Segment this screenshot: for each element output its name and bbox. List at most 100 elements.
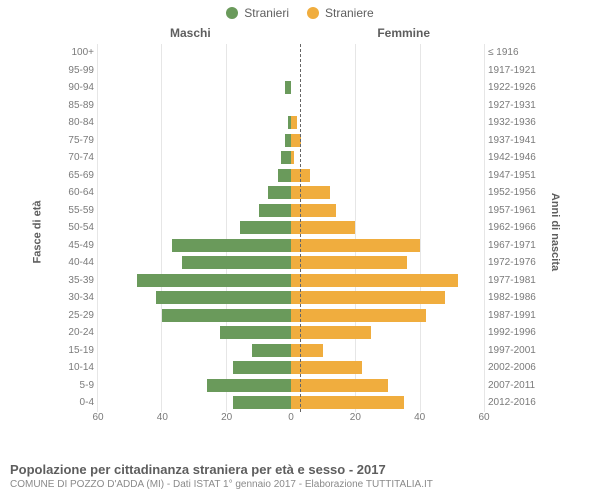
bar-half-female <box>291 239 484 252</box>
chart-footer: Popolazione per cittadinanza straniera p… <box>10 462 433 490</box>
birth-label: 1917-1921 <box>484 65 540 76</box>
birth-label: 1942-1946 <box>484 152 540 163</box>
bar-male <box>278 169 291 182</box>
bar-half-male <box>98 151 291 164</box>
birth-label: 1952-1956 <box>484 187 540 198</box>
age-label: 60-64 <box>60 187 98 198</box>
bar-half-female <box>291 291 484 304</box>
bar-female <box>291 274 458 287</box>
bar-female <box>291 396 404 409</box>
bar-half-female <box>291 379 484 392</box>
bar-half-male <box>98 81 291 94</box>
age-label: 100+ <box>60 47 98 58</box>
birth-label: ≤ 1916 <box>484 47 540 58</box>
bar-half-male <box>98 274 291 287</box>
bar-half-female <box>291 99 484 112</box>
bar-half-male <box>98 239 291 252</box>
age-label: 45-49 <box>60 240 98 251</box>
column-header-female: Femmine <box>377 26 430 40</box>
bar-area <box>98 326 484 339</box>
bar-male <box>162 309 291 322</box>
bar-female <box>291 204 336 217</box>
age-label: 90-94 <box>60 82 98 93</box>
column-header-male: Maschi <box>170 26 211 40</box>
bar-area <box>98 361 484 374</box>
age-label: 40-44 <box>60 257 98 268</box>
pyramid-chart: Maschi Femmine Fasce di età Anni di nasc… <box>0 22 600 442</box>
bar-half-female <box>291 134 484 147</box>
legend-swatch-male <box>226 7 238 19</box>
age-label: 55-59 <box>60 205 98 216</box>
bar-area <box>98 309 484 322</box>
birth-label: 1922-1926 <box>484 82 540 93</box>
bar-area <box>98 46 484 59</box>
bar-area <box>98 379 484 392</box>
bar-half-male <box>98 116 291 129</box>
bar-half-female <box>291 396 484 409</box>
birth-label: 2007-2011 <box>484 380 540 391</box>
age-label: 15-19 <box>60 345 98 356</box>
birth-label: 2002-2006 <box>484 362 540 373</box>
age-label: 30-34 <box>60 292 98 303</box>
bar-half-female <box>291 344 484 357</box>
bar-male <box>207 379 291 392</box>
x-tick: 40 <box>157 412 168 423</box>
bar-male <box>220 326 291 339</box>
birth-label: 1997-2001 <box>484 345 540 356</box>
legend-item-female: Straniere <box>307 6 374 20</box>
birth-label: 1972-1976 <box>484 257 540 268</box>
age-label: 5-9 <box>60 380 98 391</box>
x-tick: 40 <box>414 412 425 423</box>
age-label: 85-89 <box>60 100 98 111</box>
legend: Stranieri Straniere <box>0 0 600 22</box>
bar-female <box>291 326 371 339</box>
birth-label: 2012-2016 <box>484 397 540 408</box>
bar-area <box>98 81 484 94</box>
bar-half-female <box>291 46 484 59</box>
age-label: 10-14 <box>60 362 98 373</box>
bar-area <box>98 221 484 234</box>
x-tick: 60 <box>92 412 103 423</box>
x-tick: 60 <box>478 412 489 423</box>
bar-half-female <box>291 81 484 94</box>
bar-half-male <box>98 134 291 147</box>
bar-half-male <box>98 46 291 59</box>
bar-male <box>137 274 291 287</box>
bar-half-female <box>291 169 484 182</box>
bar-area <box>98 291 484 304</box>
bar-area <box>98 274 484 287</box>
yaxis-title-right: Anni di nascita <box>549 193 561 271</box>
bar-half-female <box>291 274 484 287</box>
bar-male <box>281 151 291 164</box>
bar-half-female <box>291 151 484 164</box>
footer-subtitle: COMUNE DI POZZO D'ADDA (MI) - Dati ISTAT… <box>10 479 433 490</box>
birth-label: 1992-1996 <box>484 327 540 338</box>
age-label: 75-79 <box>60 135 98 146</box>
birth-label: 1932-1936 <box>484 117 540 128</box>
bar-male <box>233 361 291 374</box>
footer-title: Popolazione per cittadinanza straniera p… <box>10 462 433 477</box>
yaxis-title-left: Fasce di età <box>31 201 43 264</box>
bar-male <box>268 186 291 199</box>
age-label: 95-99 <box>60 65 98 76</box>
bar-area <box>98 169 484 182</box>
bar-area <box>98 239 484 252</box>
bar-half-female <box>291 221 484 234</box>
bar-half-male <box>98 326 291 339</box>
x-tick: 20 <box>350 412 361 423</box>
bar-area <box>98 64 484 77</box>
bar-area <box>98 396 484 409</box>
age-label: 70-74 <box>60 152 98 163</box>
birth-label: 1987-1991 <box>484 310 540 321</box>
bar-female <box>291 379 388 392</box>
bar-female <box>291 186 330 199</box>
x-tick: 20 <box>221 412 232 423</box>
bar-area <box>98 99 484 112</box>
bar-female <box>291 256 407 269</box>
bar-half-female <box>291 309 484 322</box>
birth-label: 1967-1971 <box>484 240 540 251</box>
bar-half-female <box>291 204 484 217</box>
bar-area <box>98 116 484 129</box>
bar-area <box>98 256 484 269</box>
bar-male <box>252 344 291 357</box>
